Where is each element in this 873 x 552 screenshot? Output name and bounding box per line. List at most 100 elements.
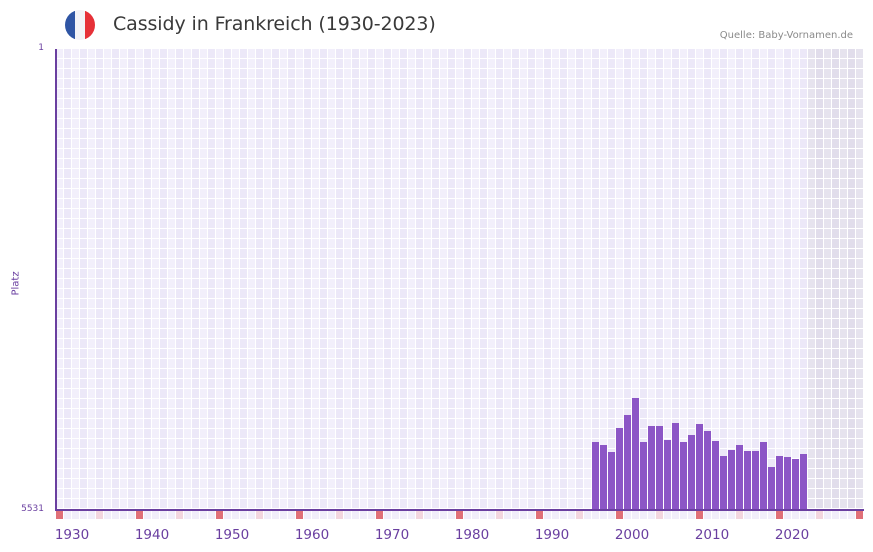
grid-cell: [592, 239, 599, 248]
grid-cell: [184, 459, 191, 468]
grid-cell: [88, 289, 95, 298]
grid-cell: [792, 89, 799, 98]
bar-2012[interactable]: [728, 449, 735, 510]
grid-cell: [72, 449, 79, 458]
grid-cell: [576, 69, 583, 78]
grid-cell: [616, 249, 623, 258]
grid-cell: [832, 299, 839, 308]
grid-cell: [848, 129, 855, 138]
bar-2020[interactable]: [792, 458, 799, 510]
grid-cell: [592, 249, 599, 258]
grid-cell: [744, 299, 751, 308]
grid-cell: [288, 349, 295, 358]
grid-cell: [168, 189, 175, 198]
grid-cell: [672, 139, 679, 148]
bar-2007[interactable]: [688, 434, 695, 510]
grid-cell: [448, 379, 455, 388]
grid-cell: [192, 209, 199, 218]
grid-cell: [216, 189, 223, 198]
grid-cell: [128, 169, 135, 178]
grid-cell: [176, 189, 183, 198]
grid-cell: [800, 289, 807, 298]
grid-cell: [552, 179, 559, 188]
bar-2013[interactable]: [736, 444, 743, 510]
grid-cell: [392, 289, 399, 298]
grid-cell: [416, 359, 423, 368]
grid-cell: [672, 99, 679, 108]
year-tick: [248, 511, 255, 519]
grid-cell: [816, 169, 823, 178]
grid-cell: [296, 59, 303, 68]
grid-cell: [72, 299, 79, 308]
grid-cell: [768, 119, 775, 128]
bar-2018[interactable]: [776, 455, 783, 510]
grid-cell: [688, 79, 695, 88]
grid-cell: [568, 479, 575, 488]
grid-cell: [520, 279, 527, 288]
bar-2015[interactable]: [752, 450, 759, 510]
grid-cell: [448, 149, 455, 158]
bar-1995[interactable]: [592, 441, 599, 510]
grid-cell: [184, 479, 191, 488]
grid-cell: [208, 59, 215, 68]
grid-cell: [592, 259, 599, 268]
bar-2021[interactable]: [800, 453, 807, 510]
bar-2017[interactable]: [768, 466, 775, 510]
grid-cell: [832, 239, 839, 248]
bar-2003[interactable]: [656, 425, 663, 510]
grid-cell: [824, 469, 831, 478]
grid-cell: [232, 169, 239, 178]
bar-2009[interactable]: [704, 430, 711, 510]
grid-cell: [272, 249, 279, 258]
bar-2001[interactable]: [640, 441, 647, 510]
bar-2008[interactable]: [696, 423, 703, 510]
grid-cell: [272, 299, 279, 308]
grid-cell: [200, 79, 207, 88]
bar-1999[interactable]: [624, 414, 631, 510]
grid-cell: [520, 139, 527, 148]
grid-cell: [240, 459, 247, 468]
bar-2002[interactable]: [648, 425, 655, 510]
grid-cell: [432, 349, 439, 358]
bar-2019[interactable]: [784, 456, 791, 510]
bar-2010[interactable]: [712, 440, 719, 510]
grid-cell: [608, 69, 615, 78]
grid-cell: [632, 219, 639, 228]
grid-cell: [568, 279, 575, 288]
grid-cell: [224, 129, 231, 138]
bar-2005[interactable]: [672, 422, 679, 510]
grid-cell: [640, 229, 647, 238]
bar-1996[interactable]: [600, 444, 607, 510]
grid-cell: [824, 289, 831, 298]
grid-cell: [272, 479, 279, 488]
grid-cell: [480, 249, 487, 258]
bar-2004[interactable]: [664, 439, 671, 510]
grid-cell: [856, 99, 863, 108]
grid-cell: [568, 449, 575, 458]
grid-cell: [384, 259, 391, 268]
grid-cell: [120, 439, 127, 448]
grid-cell: [304, 149, 311, 158]
grid-cell: [720, 249, 727, 258]
grid-cell: [96, 379, 103, 388]
grid-cell: [416, 339, 423, 348]
grid-cell: [856, 259, 863, 268]
bar-1997[interactable]: [608, 451, 615, 510]
grid-cell: [392, 49, 399, 58]
bar-2000[interactable]: [632, 397, 639, 510]
grid-cell: [440, 499, 447, 508]
grid-cell: [416, 219, 423, 228]
grid-cell: [168, 139, 175, 148]
grid-cell: [560, 139, 567, 148]
bar-2011[interactable]: [720, 455, 727, 510]
bar-2016[interactable]: [760, 441, 767, 510]
grid-cell: [760, 409, 767, 418]
bar-2014[interactable]: [744, 450, 751, 510]
bar-1998[interactable]: [616, 427, 623, 510]
grid-cell: [656, 209, 663, 218]
grid-cell: [272, 339, 279, 348]
bar-2006[interactable]: [680, 441, 687, 510]
grid-cell: [360, 129, 367, 138]
grid-cell: [384, 499, 391, 508]
grid-cell: [832, 79, 839, 88]
